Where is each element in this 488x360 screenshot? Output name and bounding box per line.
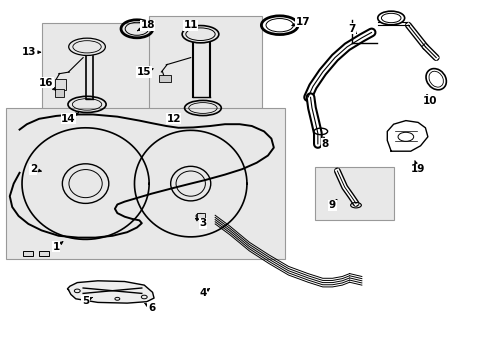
Bar (23, 251, 33, 256)
Ellipse shape (377, 11, 404, 25)
Ellipse shape (425, 69, 446, 90)
Text: 2: 2 (30, 164, 41, 174)
Polygon shape (67, 281, 154, 303)
Text: 1: 1 (53, 242, 63, 252)
Text: 5: 5 (82, 296, 92, 306)
Text: 7: 7 (347, 24, 356, 34)
Text: 6: 6 (144, 303, 155, 313)
Text: 12: 12 (166, 114, 181, 124)
Bar (6, 108, 284, 259)
Text: 19: 19 (410, 161, 425, 174)
Bar (41, 23, 151, 115)
Text: 10: 10 (422, 94, 437, 106)
Text: 11: 11 (183, 20, 198, 30)
Text: 15: 15 (137, 67, 153, 77)
Text: 8: 8 (321, 137, 328, 149)
Bar (159, 75, 171, 82)
Text: 17: 17 (291, 17, 310, 27)
Bar (55, 89, 63, 97)
Bar (39, 251, 49, 256)
Text: 16: 16 (39, 78, 56, 90)
Text: 4: 4 (199, 288, 209, 298)
Text: 9: 9 (328, 199, 336, 210)
Text: 14: 14 (61, 113, 79, 124)
Bar (149, 16, 261, 122)
Bar (196, 213, 205, 219)
Text: 13: 13 (22, 47, 41, 57)
Bar (315, 167, 393, 220)
Text: 3: 3 (195, 218, 206, 228)
Text: 18: 18 (137, 20, 155, 31)
Bar (55, 79, 65, 90)
